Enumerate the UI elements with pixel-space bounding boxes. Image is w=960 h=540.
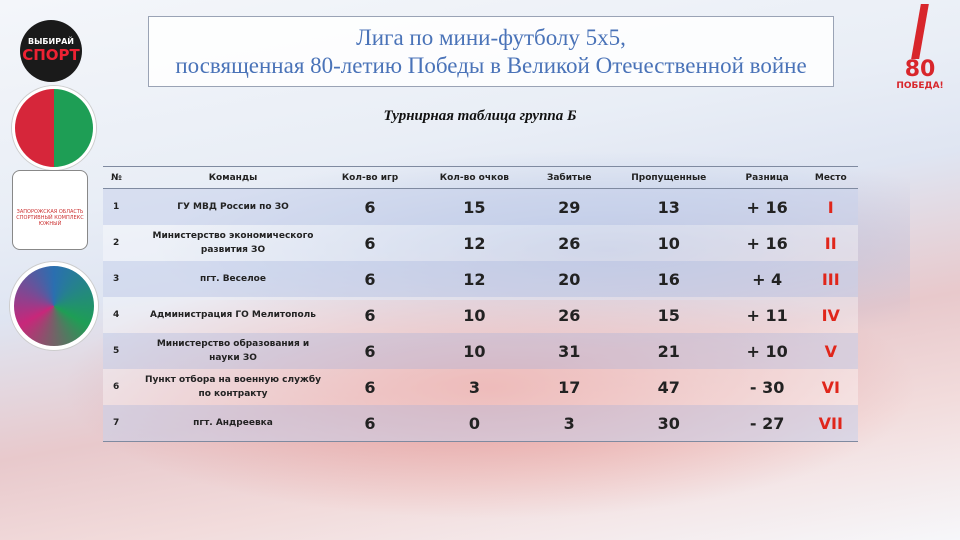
cell-number: 2 [103,225,143,261]
logo-text: 80 [904,57,936,82]
table-row: 1 ГУ МВД России по ЗО 6 15 29 13 + 16 I [103,188,858,225]
cell-scored: 3 [531,405,607,442]
cell-points: 10 [417,297,532,333]
table-subtitle: Турнирная таблица группа Б [383,108,577,124]
cell-number: 1 [103,188,143,225]
logo-text: СПОРТ [22,46,80,64]
slide-title: Лига по мини-футболу 5х5, посвященная 80… [148,16,834,87]
cell-number: 7 [103,405,143,442]
cell-team: Министерство образования и науки ЗО [143,333,323,369]
cell-points: 10 [417,333,532,369]
cell-scored: 26 [531,225,607,261]
cell-conceded: 21 [606,333,731,369]
cell-place: III [803,261,858,297]
standings-table: № Команды Кол-во игр Кол-во очков Забитые Про… [103,166,858,442]
cell-games: 6 [323,188,417,225]
cell-team: Администрация ГО Мелитополь [143,297,323,333]
header-team: Команды [143,166,323,189]
ministry-sport-logo [12,86,96,170]
cell-place: IV [803,297,858,333]
cell-difference: - 30 [730,369,804,405]
vybiray-sport-logo: ВЫБИРАЙ СПОРТ [20,20,82,82]
cell-number: 5 [103,333,143,369]
cell-points: 0 [417,405,532,442]
cell-number: 6 [103,369,143,405]
cell-points: 3 [417,369,532,405]
logo-text: ВЫБИРАЙ [28,37,74,46]
cell-team: пгт. Андреевка [143,405,323,442]
sport-complex-logo: ЗАПОРОЖСКАЯ ОБЛАСТЬ СПОРТИВНЫЙ КОМПЛЕКС … [12,170,88,250]
cell-conceded: 10 [606,225,731,261]
cell-number: 3 [103,261,143,297]
header-difference: Разница [730,166,804,189]
header-games: Кол-во игр [323,166,417,189]
table-row: 3 пгт. Веселое 6 12 20 16 + 4 III [103,261,858,297]
cell-points: 12 [417,261,532,297]
cell-difference: - 27 [730,405,804,442]
cell-scored: 26 [531,297,607,333]
logo-text: ЗАПОРОЖСКАЯ ОБЛАСТЬ СПОРТИВНЫЙ КОМПЛЕКС … [16,209,84,227]
cell-conceded: 16 [606,261,731,297]
header-conceded: Пропущенные [606,166,731,189]
cell-team: ГУ МВД России по ЗО [143,188,323,225]
cell-points: 15 [417,188,532,225]
cell-difference: + 10 [730,333,804,369]
cell-points: 12 [417,225,532,261]
cell-conceded: 13 [606,188,731,225]
cell-place: VI [803,369,858,405]
victory-80-logo: 80 ПОБЕДА! [890,4,950,104]
cell-team: пгт. Веселое [143,261,323,297]
cell-place: II [803,225,858,261]
cell-conceded: 15 [606,297,731,333]
cell-team: Министерство экономического развития ЗО [143,225,323,261]
cell-number: 4 [103,297,143,333]
title-line-2: посвященная 80-летию Победы в Великой От… [175,53,807,78]
table-row: 2 Министерство экономического развития ЗО… [103,225,858,261]
header-points: Кол-во очков [417,166,532,189]
cell-scored: 20 [531,261,607,297]
header-number: № [103,166,143,189]
cell-place: I [803,188,858,225]
cell-difference: + 16 [730,225,804,261]
cell-games: 6 [323,297,417,333]
table-row: 5 Министерство образования и науки ЗО 6 10 3… [103,333,858,369]
cell-conceded: 30 [606,405,731,442]
table-row: 6 Пункт отбора на военную службу по контр… [103,369,858,405]
cell-games: 6 [323,369,417,405]
cell-scored: 29 [531,188,607,225]
monument-icon [911,4,929,59]
cell-scored: 17 [531,369,607,405]
cell-games: 6 [323,261,417,297]
cell-team: Пункт отбора на военную службу по контра… [143,369,323,405]
cell-games: 6 [323,405,417,442]
cell-difference: + 4 [730,261,804,297]
cell-difference: + 11 [730,297,804,333]
title-line-1: Лига по мини-футболу 5х5, [356,25,626,50]
cell-conceded: 47 [606,369,731,405]
cell-games: 6 [323,333,417,369]
header-place: Место [803,166,858,189]
header-scored: Забитые [531,166,607,189]
logo-text: ПОБЕДА! [896,81,944,91]
cell-place: V [803,333,858,369]
cell-scored: 31 [531,333,607,369]
cell-difference: + 16 [730,188,804,225]
table-row: 4 Администрация ГО Мелитополь 6 10 26 15 + 11 I… [103,297,858,333]
cell-games: 6 [323,225,417,261]
table-row: 7 пгт. Андреевка 6 0 3 30- 27 VII [103,405,858,442]
cell-place: VII [803,405,858,442]
football-federation-logo [10,262,98,350]
